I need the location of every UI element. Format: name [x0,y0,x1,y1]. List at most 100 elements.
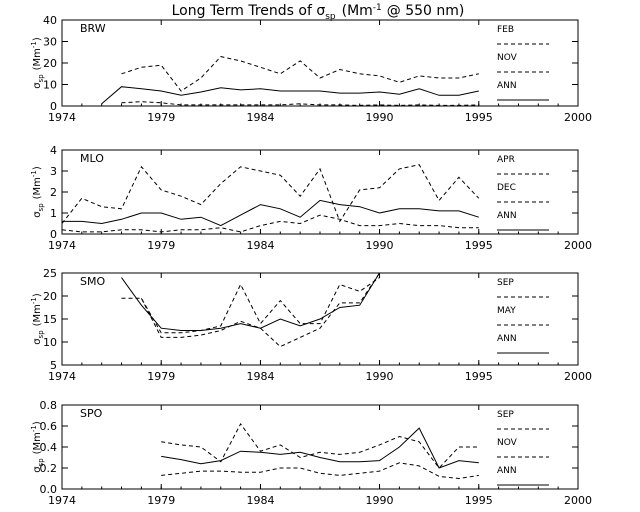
x-tick-label: 2000 [564,111,592,124]
station-label: SMO [80,275,105,288]
ylabel-unit: (Mm [32,177,43,199]
y-tick-label: 3 [50,165,57,178]
y-tick-label: 10 [43,79,57,92]
x-tick-label: 1979 [147,494,175,507]
title-sup: -1 [373,3,382,13]
x-tick-label: 1990 [366,370,394,383]
legend-label: NOV [497,53,518,63]
legend-label: NOV [497,438,518,448]
y-tick-label: 0.6 [40,420,58,433]
x-tick-label: 1984 [246,111,274,124]
title-main: Long Term Trends of σ [172,3,326,19]
ylabel-sub: sp [37,74,45,83]
ylabel-close: ) [32,37,43,41]
legend-label: FEB [497,25,514,35]
y-tick-label: 10 [43,336,57,349]
y-tick-label: 0 [50,100,57,113]
title-end: @ 550 nm) [387,3,465,19]
ylabel-sub: sp [37,458,45,467]
figure-title: Long Term Trends of σsp (Mm-1 @ 550 nm) [172,3,465,22]
ylabel-sup: -1 [30,297,38,304]
legend-label: ANN [497,211,517,221]
x-tick-label: 1984 [246,494,274,507]
series-line-apr [61,164,480,224]
ylabel-close: ) [32,166,43,170]
y-tick-label: 2 [50,186,57,199]
series-line-nov [121,56,479,92]
x-tick-label: 1984 [246,239,274,252]
y-tick-label: 0 [50,228,57,241]
x-tick-label: 1974 [48,370,76,383]
ylabel-unit: (Mm [32,432,43,454]
legend-label: SEP [497,278,514,288]
x-tick-label: 1990 [366,494,394,507]
ylabel-close: ) [32,293,43,297]
x-tick-label: 1974 [48,494,76,507]
x-tick-label: 2000 [564,239,592,252]
series-line-ann [121,272,380,331]
legend-label: DEC [497,183,516,193]
y-tick-label: 0.8 [40,399,58,412]
panel-spo: 1974 1979 1984 1990 1995 2000 0.0 0.2 0.4 0.6 0.8 σ… [30,399,592,507]
panel-smo: 1974 1979 1984 1990 1995 2000 5 10 15 20 25 σsp (Mm-… [30,267,592,383]
station-label: BRW [80,22,106,35]
x-tick-label: 1974 [48,111,76,124]
series-line-ann [62,199,479,227]
title-tail: (Mm [342,3,373,19]
y-tick-label: 40 [43,14,57,27]
y-tick-label: 30 [43,36,57,49]
legend-label: ANN [497,334,517,344]
x-tick-label: 1995 [465,239,493,252]
y-tick-label: 20 [43,290,57,303]
legend-label: ANN [497,81,517,91]
series-line-sep [161,422,479,469]
x-tick-label: 1974 [48,239,76,252]
title-sub: sp [325,12,336,22]
panels-group: 1974 1979 1984 1990 1995 2000010203040σsp(Mm-… [30,14,592,507]
y-tick-label: 4 [50,144,57,157]
ylabel-sup: -1 [30,41,38,48]
x-tick-label: 1995 [465,370,493,383]
ylabel-sup: -1 [30,425,38,432]
x-tick-label: 1979 [147,239,175,252]
y-tick-label: 0.2 [40,462,58,475]
y-tick-label: 0.0 [40,483,58,496]
station-label: SPO [80,407,103,420]
ylabel-sup: -1 [30,170,38,177]
x-tick-label: 1979 [147,111,175,124]
y-tick-label: 0.4 [40,441,58,454]
y-tick-label: 5 [50,359,57,372]
series-line-ann [161,427,479,469]
ylabel-sub: sp [37,203,45,212]
series-line-ann [101,86,479,105]
ylabel-close: ) [32,421,43,425]
x-tick-label: 1990 [366,111,394,124]
legend-label: APR [497,155,515,165]
x-tick-label: 2000 [564,494,592,507]
legend-label: SEP [497,410,514,420]
y-axis-label: σsp (Mm-1) [30,293,45,345]
x-tick-label: 1990 [366,239,394,252]
x-tick-label: 1995 [465,494,493,507]
y-tick-label: 15 [43,313,57,326]
ylabel-main: σ [32,338,43,345]
ylabel-main: σ [32,466,43,473]
x-tick-label: 2000 [564,370,592,383]
series-line-dec [61,214,479,233]
ylabel-main: σ [32,82,43,89]
ylabel-unit: (Mm [32,48,43,70]
panel-mlo: 1974 1979 1984 1990 1995 2000 0 1 2 3 4 σsp (Mm-1) ML… [30,144,592,252]
y-tick-label: 25 [43,267,57,280]
legend-label: ANN [497,466,517,476]
y-axis-label: σsp (Mm-1) [30,421,45,473]
x-tick-label: 1984 [246,370,274,383]
y-axis-label: σsp (Mm-1) [30,37,45,89]
y-axis-label: σsp (Mm-1) [30,166,45,218]
series-line-may [140,272,380,348]
y-tick-label: 1 [50,207,57,220]
legend-label: MAY [497,306,516,316]
station-label: MLO [80,152,104,165]
x-tick-label: 1995 [465,111,493,124]
ylabel-sub: sp [37,330,45,339]
